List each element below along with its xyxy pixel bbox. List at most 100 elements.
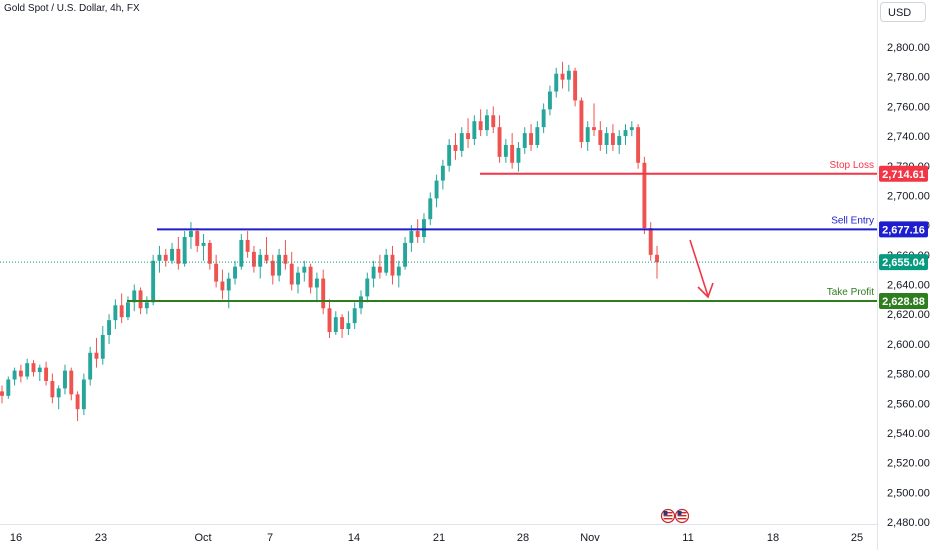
candle [554,67,559,98]
candle-body [466,133,471,140]
current-price-tag [879,254,928,271]
candle [44,361,49,386]
candle-body [88,352,93,380]
candle-body [447,144,452,166]
candle [428,192,433,226]
sell-entry-label: Sell Entry [831,215,874,226]
candle [119,293,124,324]
candle-body [163,254,168,261]
candle-body [50,380,55,398]
sell-entry-price-tag [879,221,928,238]
candle-body [359,296,363,309]
candle-body [119,305,124,318]
candle [314,272,319,303]
candle-body [484,115,489,131]
candle [207,239,212,270]
price-tick-label: 2,580.00 [887,369,930,381]
candle-body [157,254,162,261]
candle [623,124,628,145]
candle [566,64,571,92]
candle-body [220,281,225,291]
candle [144,296,149,315]
candle [365,272,370,303]
candle-body [283,254,288,264]
candle [226,272,231,309]
candle-body [491,115,496,128]
chart-title: Gold Spot / U.S. Dollar, 4h, FX [4,3,140,14]
time-tick-label: 14 [348,532,360,544]
candle [151,254,156,306]
price-tick-label: 2,620.00 [887,309,930,321]
candle-body [516,147,521,163]
candle-body [573,70,578,101]
candle [277,248,282,282]
candle-body [107,320,112,335]
candle-body [365,278,370,297]
candle-body [390,254,395,276]
candle-body [529,133,533,145]
economic-events [660,508,690,524]
candle [233,260,237,285]
candle [251,245,256,273]
currency-selector-button[interactable]: USD [880,2,926,22]
candle-body [113,305,118,321]
candle [484,109,489,137]
candle-body [648,228,653,255]
candle [245,231,250,258]
price-tick-label: 2,600.00 [887,339,930,351]
candle-body [12,370,17,380]
stop-loss-price-tag [879,165,928,182]
candle-body [277,254,282,276]
plot-area[interactable] [0,61,877,422]
candle [604,127,609,154]
candle [390,245,395,285]
time-tick-label: Oct [194,532,211,544]
price-tick-label: 2,640.00 [887,280,930,292]
us-flag-icon[interactable] [660,508,676,524]
candle [31,360,36,377]
candle-body [233,266,237,279]
candle-body [63,370,67,389]
candle-body [214,263,219,282]
time-axis[interactable]: 16 23 Oct 7 14 21 28 Nov 11 18 25 [10,532,863,544]
candle [220,269,225,300]
candle [503,139,508,163]
candle [264,237,269,264]
candle [352,302,357,330]
take-profit-price-tag [879,293,928,310]
time-tick-label: 23 [95,532,107,544]
candle-body [18,370,23,377]
candle [6,376,11,399]
candle-body [415,231,420,237]
candle-body [352,308,357,324]
candle-body [314,278,319,288]
candle [182,231,187,267]
candle-body [384,254,389,273]
current-price-value: 2,655.04 [882,257,926,269]
candle [56,385,61,410]
candle [163,248,168,267]
candle-body [440,165,445,181]
price-axis[interactable]: 2,480.00 2,500.00 2,520.00 2,540.00 2,560.00… [887,42,930,529]
us-flag-icon[interactable] [674,508,690,524]
candle [94,337,99,368]
candle-body [541,109,546,128]
candle [648,222,653,261]
price-tick-label: 2,500.00 [887,487,930,499]
candle-body [132,290,137,303]
take-profit-label: Take Profit [827,287,874,298]
candle [522,127,527,154]
take-profit-price-value: 2,628.88 [882,296,925,308]
candle [88,346,93,386]
candle [617,130,622,154]
candle-body [377,266,382,273]
time-tick-label: 16 [10,532,22,544]
candle [497,115,502,163]
candle-body [535,127,540,145]
candle-body [346,323,351,330]
candle-body [459,133,464,151]
candle-body [579,100,584,142]
candle [396,260,401,288]
candle-body [333,317,338,332]
